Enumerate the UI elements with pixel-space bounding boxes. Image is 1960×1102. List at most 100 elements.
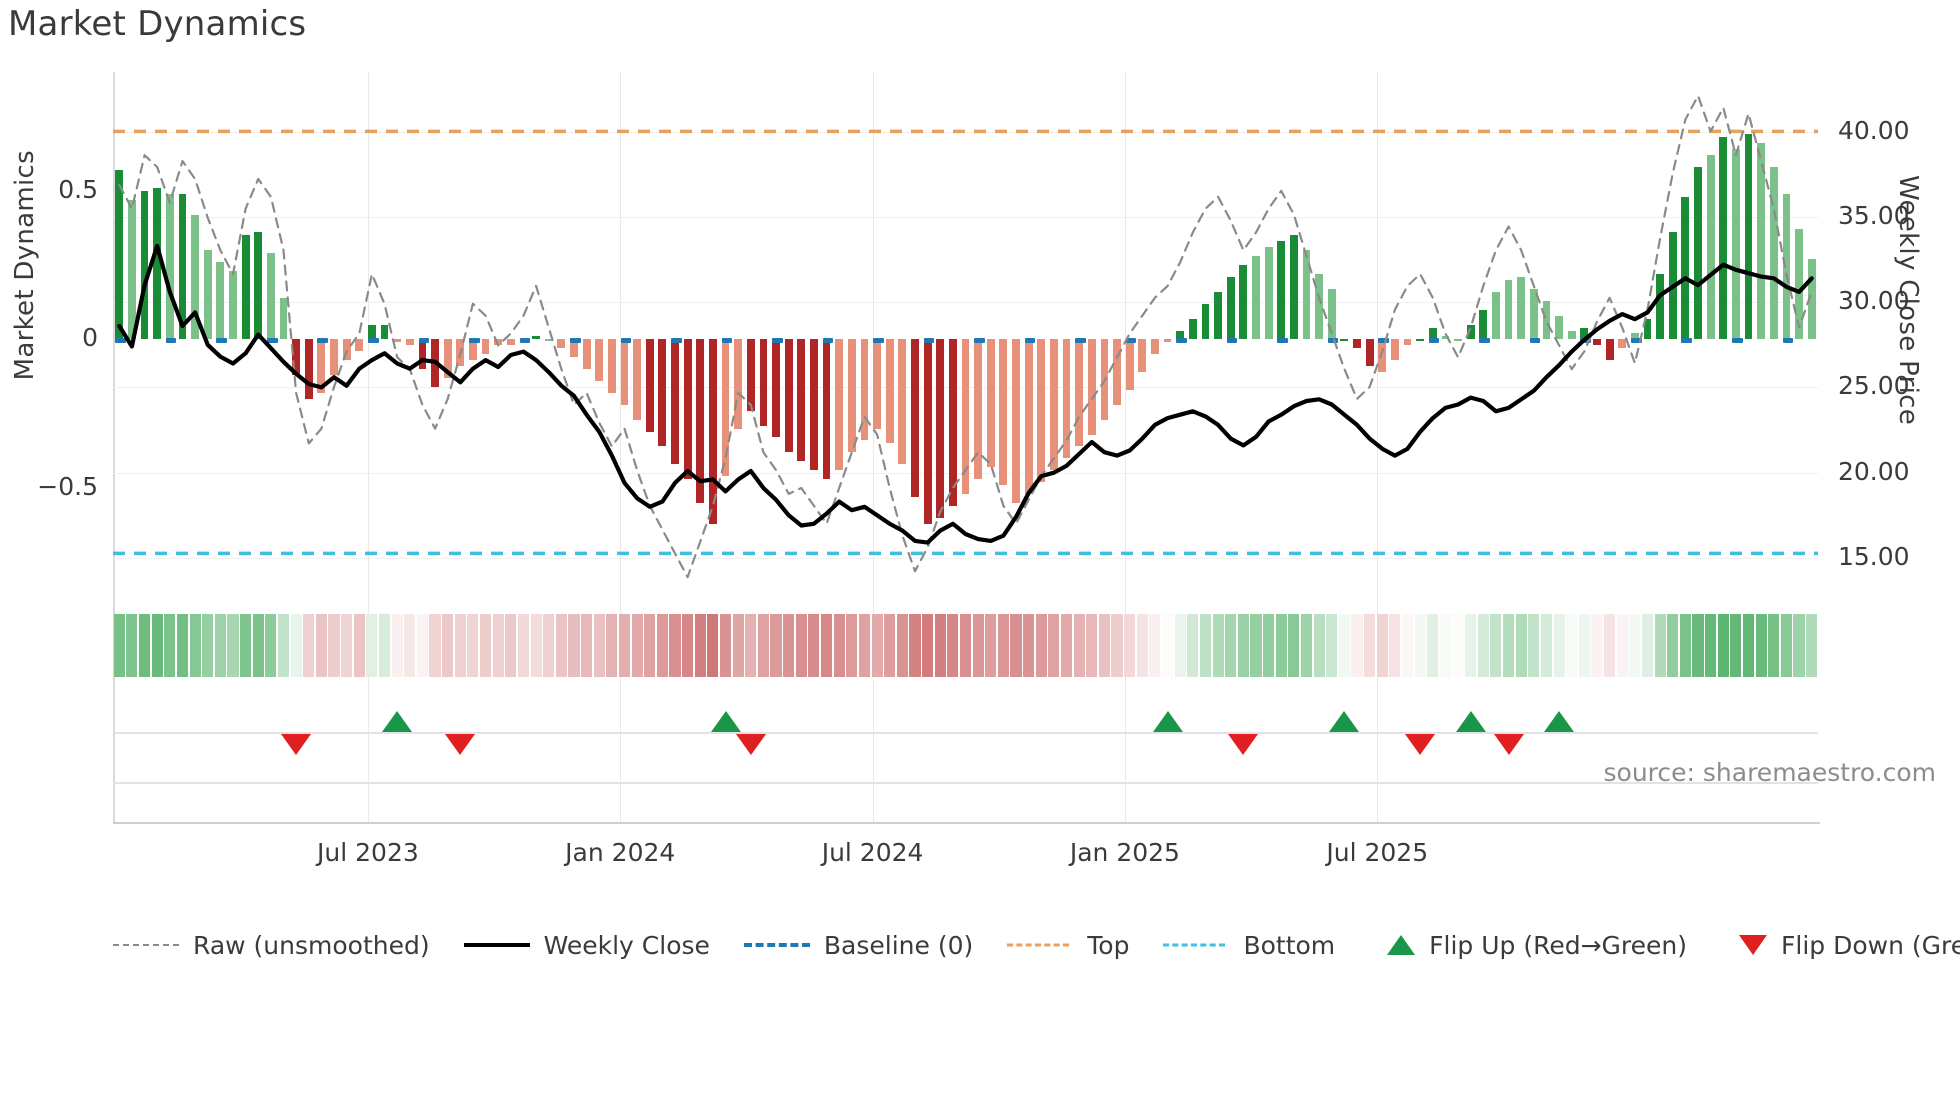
heatmap-cell	[1452, 614, 1464, 677]
heatmap-cell	[404, 614, 416, 677]
heatmap-cell	[1313, 614, 1325, 677]
y-axis-right-tick-label: 40.00	[1838, 115, 1910, 145]
market-dynamics-bar	[1289, 235, 1298, 340]
heatmap-cell	[909, 614, 921, 677]
x-axis-tick-label: Jul 2023	[317, 838, 419, 867]
market-dynamics-bar	[797, 339, 806, 462]
baseline-marker	[469, 338, 480, 344]
legend-item[interactable]: Flip Down (Green→Red)	[1721, 931, 1960, 960]
market-dynamics-bar	[1492, 291, 1500, 340]
heatmap-cell	[1212, 614, 1224, 677]
baseline-marker	[1226, 338, 1238, 344]
market-dynamics-bar	[633, 339, 642, 420]
heatmap-cell	[1048, 614, 1060, 677]
market-dynamics-bar	[330, 339, 338, 376]
flip-axis-line-top	[113, 732, 1818, 734]
market-dynamics-bar	[696, 339, 705, 503]
baseline-marker	[1731, 338, 1743, 344]
heatmap-cell	[1237, 614, 1249, 677]
heatmap-cell	[1376, 614, 1388, 677]
heatmap-cell	[1263, 614, 1275, 677]
baseline-marker	[165, 338, 177, 344]
market-dynamics-bar	[873, 339, 881, 429]
heatmap-cell	[442, 614, 454, 677]
y-axis-right-label: Weekly Close Price	[1893, 175, 1923, 426]
baseline-marker	[519, 338, 531, 344]
weekly-close-line	[117, 243, 1814, 545]
heatmap-cell	[505, 614, 517, 677]
flip-up-marker	[1152, 711, 1183, 732]
flip-down-marker	[281, 734, 312, 755]
heatmap-cell	[795, 614, 807, 677]
legend-item[interactable]: Weekly Close	[463, 931, 710, 960]
heatmap-cell	[1427, 614, 1439, 677]
heatmap-cell	[1250, 614, 1262, 677]
heatmap-cell	[745, 614, 757, 677]
baseline-marker	[1125, 338, 1137, 344]
baseline-marker	[1479, 338, 1490, 344]
gridline-horizontal	[113, 131, 1818, 133]
heatmap-cell	[732, 614, 744, 677]
baseline-marker	[115, 338, 126, 344]
legend-item[interactable]: Bottom	[1163, 931, 1335, 960]
market-dynamics-bar	[1315, 274, 1324, 340]
heatmap-cell	[227, 614, 239, 677]
market-dynamics-bar	[1529, 288, 1538, 340]
legend-item[interactable]: Flip Up (Red→Green)	[1369, 931, 1687, 960]
baseline-marker	[1327, 338, 1339, 344]
market-dynamics-bar	[1769, 167, 1778, 340]
market-dynamics-bar	[1138, 339, 1147, 373]
legend-item[interactable]: Raw (unsmoothed)	[113, 931, 430, 960]
market-dynamics-bar	[911, 339, 919, 497]
market-dynamics-bar	[1024, 339, 1033, 494]
baseline-marker	[216, 338, 227, 344]
heatmap-cell	[176, 614, 188, 677]
heatmap-cell	[808, 614, 820, 677]
baseline-marker	[721, 338, 733, 344]
heatmap-cell	[467, 614, 479, 677]
heatmap-cell	[517, 614, 529, 677]
market-dynamics-bar	[784, 339, 793, 453]
legend-item[interactable]: Top	[1007, 931, 1129, 960]
market-dynamics-bar	[115, 170, 124, 340]
legend-line-icon	[743, 943, 810, 947]
legend-line-icon	[463, 943, 530, 947]
market-dynamics-bar	[986, 339, 995, 468]
gridline-vertical	[872, 72, 874, 822]
legend-label: Flip Down (Green→Red)	[1781, 930, 1960, 960]
legend-item[interactable]: Baseline (0)	[743, 931, 973, 960]
heatmap-cell	[1540, 614, 1552, 677]
market-dynamics-bar	[1277, 241, 1286, 340]
baseline-marker	[1782, 338, 1794, 344]
baseline-marker	[317, 338, 329, 344]
heatmap-cell	[1060, 614, 1073, 677]
flip-down-marker	[1405, 734, 1436, 755]
legend-swatch	[113, 934, 179, 956]
heatmap-cell	[1010, 614, 1022, 677]
heatmap-cell	[378, 614, 391, 677]
market-dynamics-bar	[1087, 339, 1096, 435]
heatmap-cell	[1465, 614, 1477, 677]
market-dynamics-bar	[494, 339, 503, 346]
chart-legend: Raw (unsmoothed) Weekly Close Baseline (0)…	[113, 915, 1960, 975]
baseline-marker	[570, 338, 581, 344]
baseline-marker	[772, 338, 783, 344]
heatmap-cell	[985, 614, 997, 677]
heatmap-cell	[1578, 614, 1590, 677]
heatmap-cell	[682, 614, 694, 677]
heatmap-cell	[1616, 614, 1628, 677]
market-dynamics-bar	[1302, 250, 1311, 340]
market-dynamics-bar	[342, 339, 351, 361]
heatmap-cell	[1389, 614, 1401, 677]
heatmap-cell	[858, 614, 870, 677]
market-dynamics-bar	[203, 250, 212, 340]
heatmap-cell	[1401, 614, 1414, 677]
heatmap-cell	[1111, 614, 1123, 677]
baseline-marker	[1075, 338, 1086, 344]
heatmap-cell	[265, 614, 277, 677]
market-dynamics-bar	[1605, 339, 1614, 361]
baseline-marker	[1176, 338, 1187, 344]
market-dynamics-bar	[1214, 291, 1222, 340]
heatmap-cell	[214, 614, 226, 677]
legend-label: Top	[1087, 930, 1130, 960]
